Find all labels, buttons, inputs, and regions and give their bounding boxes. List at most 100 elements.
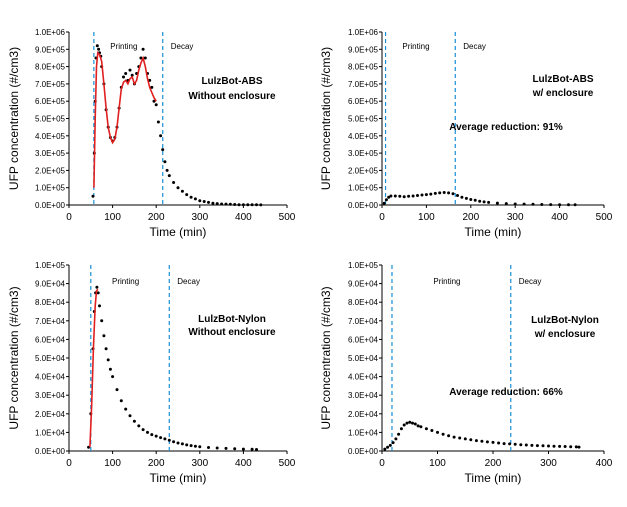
phase-label-printing: Printing <box>433 277 460 286</box>
data-point <box>393 194 397 198</box>
y-tick-label: 8.0E+04 <box>35 298 66 307</box>
data-point <box>384 198 388 202</box>
y-tick-label: 6.0E+05 <box>348 97 379 106</box>
data-point <box>508 442 512 446</box>
data-point <box>452 435 456 439</box>
data-point <box>233 447 237 451</box>
data-point <box>463 437 467 441</box>
data-point <box>549 203 553 207</box>
x-tick-label: 300 <box>507 212 524 223</box>
data-point <box>241 203 245 207</box>
data-point <box>154 103 158 107</box>
data-point <box>224 202 228 206</box>
x-tick-label: 400 <box>235 212 252 223</box>
data-point <box>255 203 258 207</box>
data-point <box>150 433 154 437</box>
y-tick-label: 1.0E+05 <box>35 261 66 270</box>
data-point <box>485 440 489 444</box>
y-tick-label: 5.0E+05 <box>35 115 66 124</box>
x-tick-label: 0 <box>379 458 385 469</box>
x-tick-label: 200 <box>148 458 165 469</box>
chart-annotation: LulzBot-Nylon <box>198 314 266 325</box>
data-point <box>220 202 224 206</box>
data-point <box>189 444 193 448</box>
data-point <box>250 447 254 451</box>
y-axis-label: UFP concentration (#/cm3) <box>7 47 21 190</box>
data-point <box>441 432 445 436</box>
x-axis-label: Time (min) <box>465 225 522 239</box>
y-tick-label: 1.0E+05 <box>348 184 379 193</box>
data-point <box>167 174 171 178</box>
y-tick-label: 9.0E+05 <box>35 45 66 54</box>
data-point <box>95 44 99 48</box>
data-point <box>156 120 160 124</box>
y-tick-label: 3.0E+04 <box>35 391 66 400</box>
y-tick-label: 8.0E+05 <box>348 63 379 72</box>
x-tick-label: 300 <box>191 212 208 223</box>
data-point <box>487 200 491 204</box>
data-point <box>436 430 439 434</box>
series-line <box>89 288 99 448</box>
y-tick-label: 0.0E+00 <box>35 447 66 456</box>
data-point <box>119 399 123 403</box>
phase-label-decay: Decay <box>463 42 486 51</box>
y-tick-label: 2.0E+04 <box>35 410 66 419</box>
data-point <box>429 192 433 196</box>
data-point <box>96 291 100 295</box>
data-point <box>447 191 451 195</box>
data-point <box>198 199 202 203</box>
data-point <box>185 193 189 197</box>
data-point <box>541 444 545 448</box>
phase-label-printing: Printing <box>110 42 137 51</box>
data-point <box>399 427 403 431</box>
data-point <box>387 195 391 199</box>
data-point <box>161 148 165 152</box>
data-point <box>397 432 401 436</box>
data-point <box>202 200 206 203</box>
data-point <box>473 198 477 202</box>
y-axis-label: UFP concentration (#/cm3) <box>319 286 333 429</box>
phase-label-decay: Decay <box>519 277 542 286</box>
series-line <box>93 51 157 188</box>
x-tick-label: 500 <box>596 212 613 223</box>
data-point <box>246 203 250 207</box>
data-point <box>540 203 544 206</box>
data-point <box>456 194 459 197</box>
y-tick-label: 0.0E+00 <box>35 201 66 210</box>
y-tick-label: 9.0E+05 <box>348 45 379 54</box>
data-point <box>211 201 215 205</box>
x-axis-label: Time (min) <box>150 225 207 239</box>
data-point <box>106 358 110 362</box>
data-point <box>130 73 134 77</box>
data-point <box>460 195 464 199</box>
data-point <box>547 444 550 448</box>
data-point <box>558 444 562 448</box>
data-point <box>154 434 158 438</box>
data-point <box>419 425 423 429</box>
data-point <box>474 439 478 443</box>
chart-annotation: LulzBot-ABS <box>532 74 593 85</box>
data-point <box>250 203 254 207</box>
chart-panel-1: 0.0E+00 1.0E+05 2.0E+05 3.0E+05 4.0E+05 5.0E+… <box>7 28 296 239</box>
y-tick-label: 1.0E+04 <box>35 428 66 437</box>
data-point <box>198 445 202 449</box>
data-point <box>389 194 393 198</box>
x-tick-label: 0 <box>66 212 72 223</box>
data-point <box>442 191 446 194</box>
data-point <box>237 203 241 207</box>
y-tick-label: 4.0E+05 <box>348 132 379 141</box>
y-tick-label: 2.0E+05 <box>35 166 66 175</box>
data-point <box>128 414 132 418</box>
data-point <box>224 446 228 450</box>
data-point <box>104 347 108 351</box>
data-point <box>193 444 197 448</box>
data-point <box>193 197 197 201</box>
x-tick-label: 200 <box>462 212 479 223</box>
data-point <box>132 419 136 423</box>
y-tick-label: 1.0E+06 <box>348 28 379 37</box>
data-point <box>382 201 386 205</box>
data-point <box>558 203 562 207</box>
data-point <box>478 199 482 203</box>
data-point <box>569 445 573 449</box>
data-point <box>424 427 428 431</box>
